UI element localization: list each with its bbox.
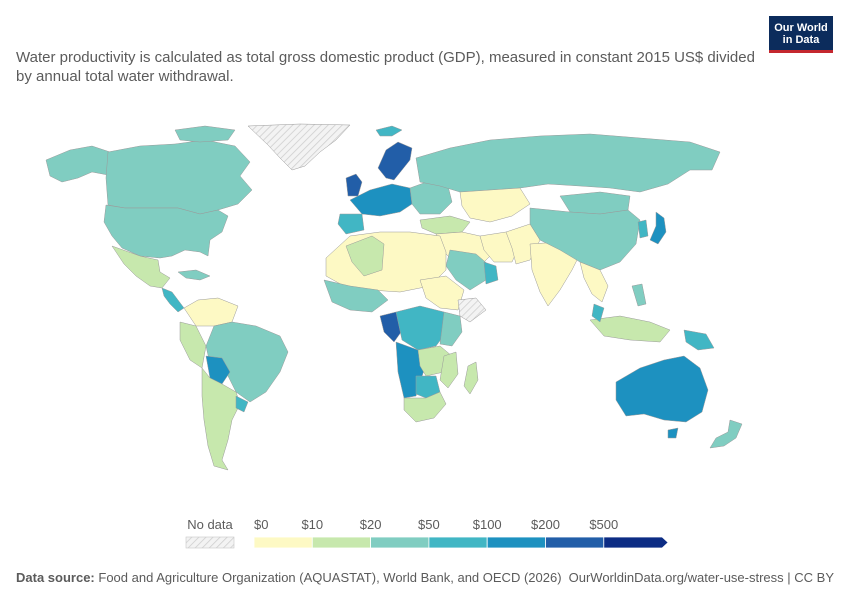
argentina-chile-region[interactable]: [201, 367, 241, 471]
legend-swatch[interactable]: [428, 536, 488, 549]
west-africa-region[interactable]: [323, 279, 389, 313]
new-zealand-region[interactable]: [709, 419, 743, 449]
madagascar-region[interactable]: [463, 361, 479, 395]
legend-swatch[interactable]: [253, 536, 313, 549]
russia-region[interactable]: [415, 133, 721, 193]
chart-subtitle: Water productivity is calculated as tota…: [16, 49, 755, 85]
legend-tick-label: $50: [418, 517, 440, 532]
legend-tick-label: $500: [589, 517, 618, 532]
uruguay-region[interactable]: [235, 395, 249, 413]
legend-tick-label: $200: [531, 517, 560, 532]
legend-tick-label: $100: [473, 517, 502, 532]
bolivia-region[interactable]: [205, 355, 231, 385]
logo-line-1: Our World: [774, 22, 828, 34]
footer-url-link[interactable]: OurWorldinData.org/water-use-stress | CC…: [568, 570, 834, 585]
indonesia-region[interactable]: [589, 315, 671, 343]
tasmania-region[interactable]: [667, 427, 679, 439]
mexico-region[interactable]: [111, 245, 171, 289]
philippines-region[interactable]: [631, 283, 647, 307]
arctic-islands-region[interactable]: [174, 125, 236, 143]
footer: Data source: Food and Agriculture Organi…: [16, 570, 834, 585]
legend-no-data-label: No data: [187, 517, 233, 532]
logo-line-2: in Data: [782, 34, 820, 46]
usa-region[interactable]: [103, 204, 229, 259]
iceland-region[interactable]: [375, 125, 403, 137]
korea-region[interactable]: [637, 219, 649, 239]
turkey-region[interactable]: [419, 215, 471, 235]
central-asia-region[interactable]: [459, 187, 531, 223]
venezuela-colombia-region[interactable]: [183, 297, 239, 327]
papua-region[interactable]: [683, 329, 715, 351]
data-source-label: Data source:: [16, 570, 95, 585]
owid-logo[interactable]: Our World in Data: [769, 16, 833, 53]
legend-swatch[interactable]: [545, 536, 605, 549]
east-africa-region[interactable]: [439, 311, 463, 347]
uk-region[interactable]: [345, 173, 363, 197]
legend-bins: $0 $10 $20 $50 $100 $200 $500: [253, 517, 669, 549]
alaska-region[interactable]: [45, 145, 111, 183]
australia-region[interactable]: [615, 355, 709, 423]
legend-swatch[interactable]: [311, 536, 371, 549]
data-source-text: Food and Agriculture Organization (AQUAS…: [98, 570, 562, 585]
central-america-region[interactable]: [161, 287, 185, 313]
iberia-region[interactable]: [337, 213, 365, 235]
map-legend: No data $0 $10 $20 $50 $100 $200 $500: [185, 517, 669, 549]
legend-swatch[interactable]: [603, 536, 669, 549]
legend-tick-label: $0: [254, 517, 268, 532]
saudi-arabia-region[interactable]: [445, 249, 491, 291]
canada-region[interactable]: [105, 139, 253, 215]
mozambique-region[interactable]: [439, 351, 459, 389]
japan-region[interactable]: [649, 211, 667, 245]
horn-of-africa-region[interactable]: [457, 297, 487, 323]
legend-swatch[interactable]: [486, 536, 546, 549]
china-region[interactable]: [529, 207, 641, 271]
malaysia-region[interactable]: [591, 303, 605, 323]
legend-tick-label: $10: [301, 517, 323, 532]
greenland-region[interactable]: [247, 123, 351, 171]
caribbean-region[interactable]: [177, 269, 211, 281]
legend-swatch[interactable]: [370, 536, 430, 549]
mongolia-region[interactable]: [559, 191, 631, 215]
south-africa-region[interactable]: [403, 391, 447, 423]
legend-tick-label: $20: [360, 517, 382, 532]
sahel-east-region[interactable]: [419, 275, 465, 311]
southeast-asia-region[interactable]: [579, 261, 609, 303]
legend-no-data-swatch: [185, 536, 235, 549]
algeria-region[interactable]: [345, 235, 385, 277]
peru-ecuador-region[interactable]: [179, 321, 207, 369]
oman-uae-region[interactable]: [483, 261, 499, 285]
world-map: [45, 123, 743, 471]
scandinavia-region[interactable]: [377, 141, 413, 181]
